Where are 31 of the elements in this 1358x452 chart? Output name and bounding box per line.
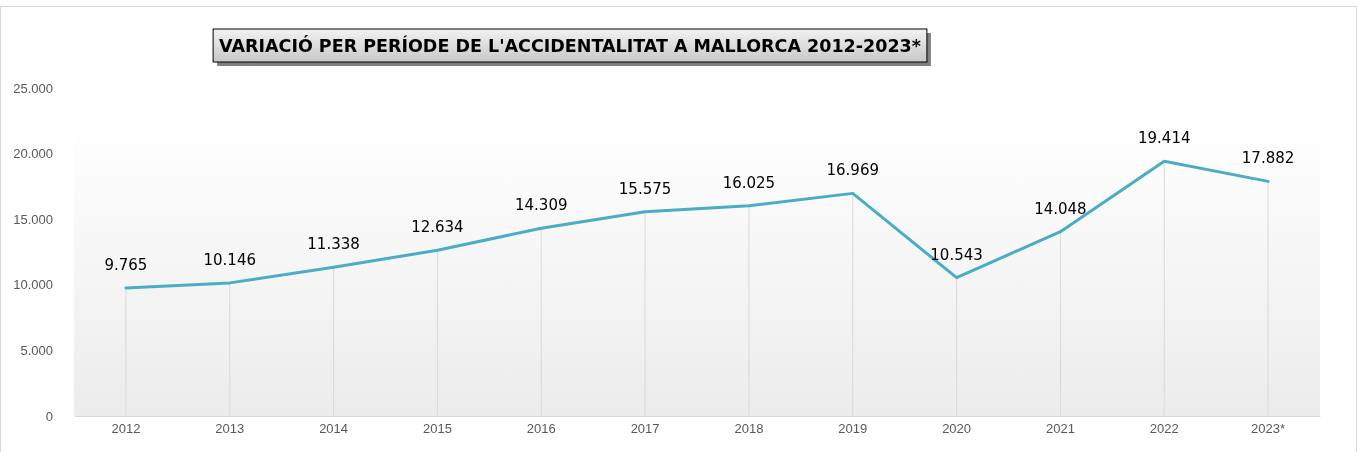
x-tick-label: 2017 xyxy=(630,421,660,436)
data-label: 14.048 xyxy=(1034,199,1087,218)
y-tick-label: 5.000 xyxy=(20,343,53,359)
y-tick-label: 0 xyxy=(45,408,53,424)
x-tick-label: 2014 xyxy=(319,421,349,436)
data-label: 10.543 xyxy=(930,245,983,264)
data-label: 15.575 xyxy=(618,179,672,198)
data-label: 10.146 xyxy=(203,250,256,269)
x-tick-label: 2012 xyxy=(111,421,141,436)
data-label: 17.882 xyxy=(1241,149,1295,168)
y-tick-label: 10.000 xyxy=(13,277,53,293)
x-tick-label: 2019 xyxy=(838,421,868,436)
data-label: 16.025 xyxy=(722,173,776,192)
x-tick-label: 2015 xyxy=(422,421,452,436)
chart-title: VARIACIÓ PER PERÍODE DE L'ACCIDENTALITAT A MALLORCA 2012-2023* xyxy=(219,35,921,56)
data-label: 14.309 xyxy=(515,196,568,215)
x-tick-label: 2018 xyxy=(734,421,764,436)
x-tick-label: 2021 xyxy=(1045,421,1075,436)
data-label: 11.338 xyxy=(307,235,360,254)
x-tick-label: 2022 xyxy=(1149,421,1179,436)
data-label: 19.414 xyxy=(1138,129,1191,148)
x-tick-label: 2023* xyxy=(1251,421,1286,436)
y-tick-label: 25.000 xyxy=(13,80,53,96)
data-label: 9.765 xyxy=(104,255,148,274)
y-tick-label: 20.000 xyxy=(13,146,53,162)
x-tick-label: 2013 xyxy=(215,421,245,436)
data-label: 12.634 xyxy=(411,218,464,237)
x-tick-label: 2016 xyxy=(526,421,556,436)
y-tick-label: 15.000 xyxy=(13,211,53,227)
data-label: 16.969 xyxy=(826,161,879,180)
x-tick-label: 2020 xyxy=(942,421,972,436)
